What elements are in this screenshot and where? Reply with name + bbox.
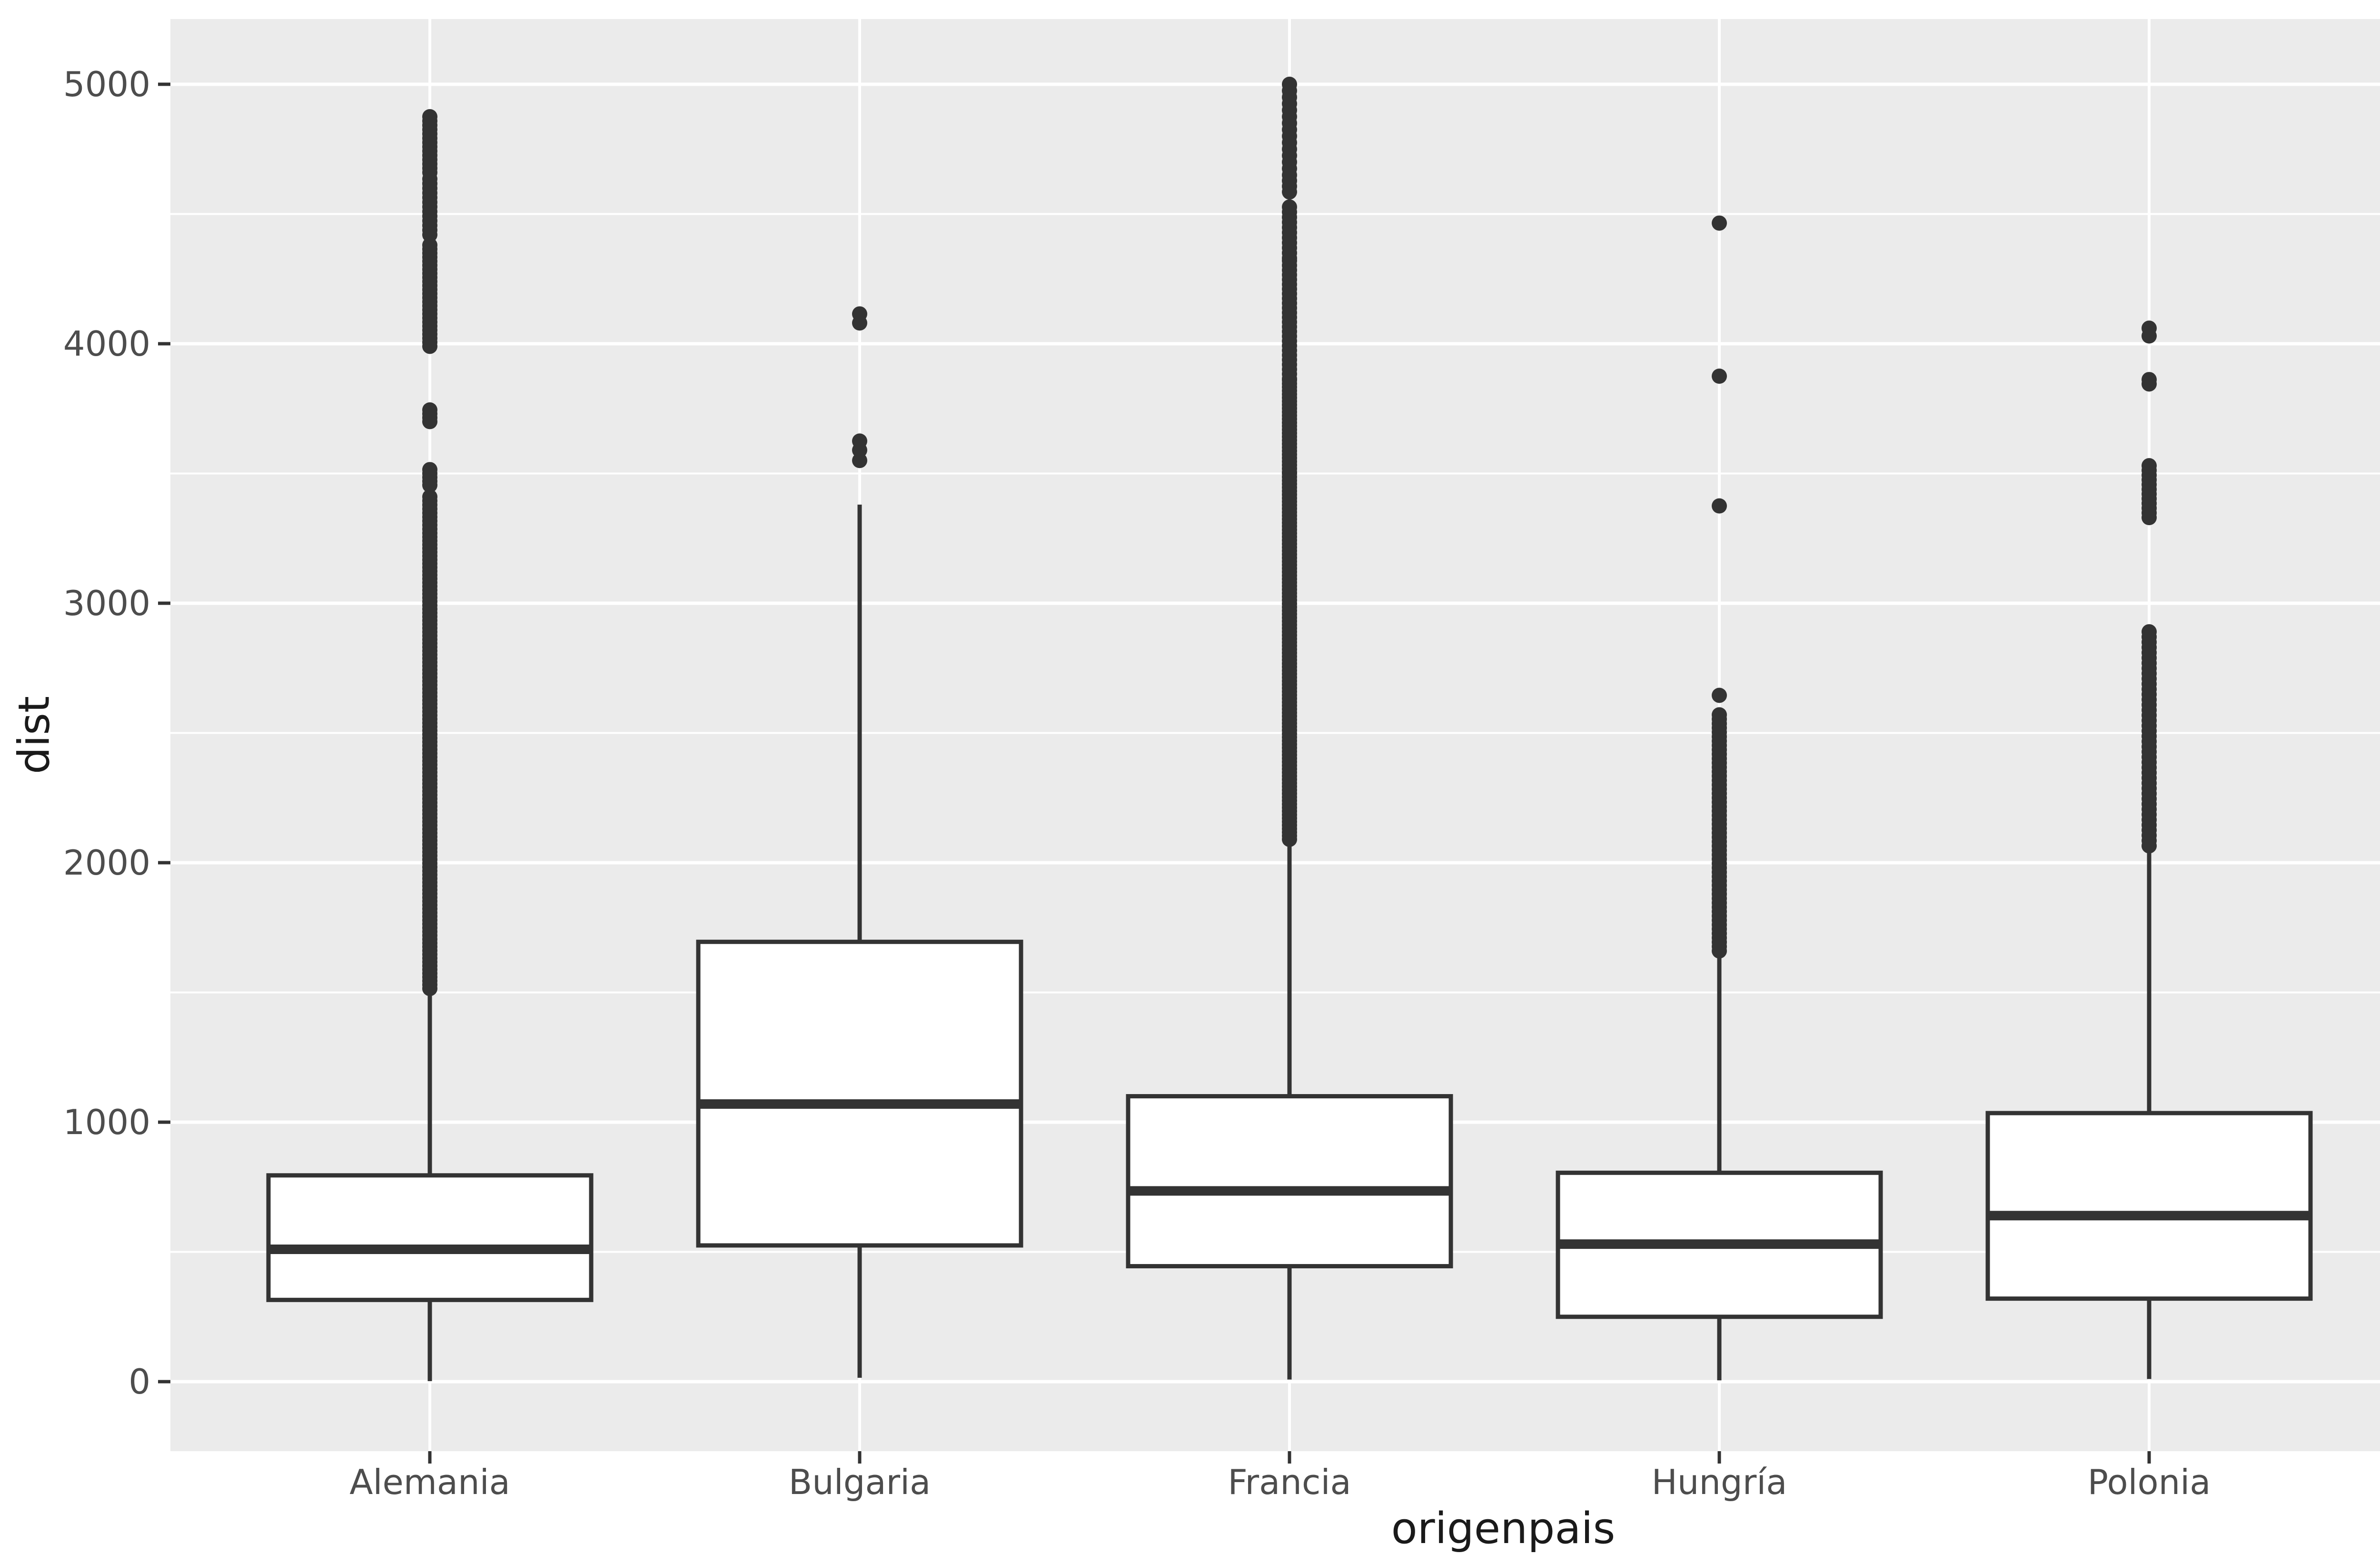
outlier-dot-Alemania bbox=[422, 489, 437, 505]
box-Alemania bbox=[266, 1173, 594, 1302]
outlier-dot-Bulgaria bbox=[852, 433, 867, 449]
outlier-dot-Francia bbox=[1282, 199, 1297, 215]
y-tick-label-2000: 2000 bbox=[63, 843, 150, 883]
outlier-dot-Alemania bbox=[422, 462, 437, 478]
outlier-dot-Polonia bbox=[2142, 458, 2157, 474]
outlier-dot-Bulgaria bbox=[852, 306, 867, 322]
outlier-dot-Alemania bbox=[422, 402, 437, 418]
outlier-dot-Polonia bbox=[2142, 624, 2157, 639]
x-tick-label-Alemania: Alemania bbox=[349, 1462, 510, 1502]
outlier-dot-Hungría bbox=[1712, 215, 1727, 231]
y-axis-title: dist bbox=[9, 696, 60, 775]
x-tick-label-Bulgaria: Bulgaria bbox=[789, 1462, 931, 1502]
y-tick-label-1000: 1000 bbox=[63, 1102, 150, 1142]
x-tick-label-Francia: Francia bbox=[1228, 1462, 1351, 1502]
outlier-dot-Alemania bbox=[422, 109, 437, 125]
y-tick-label-4000: 4000 bbox=[63, 324, 150, 364]
outlier-dot-Hungría bbox=[1712, 687, 1727, 703]
y-tick-label-3000: 3000 bbox=[63, 583, 150, 623]
box-Polonia bbox=[1985, 1111, 2313, 1301]
x-tick-label-Polonia: Polonia bbox=[2088, 1462, 2211, 1502]
outlier-dot-Hungría bbox=[1712, 369, 1727, 384]
outlier-dot-Polonia bbox=[2142, 320, 2157, 336]
y-tick-label-5000: 5000 bbox=[63, 64, 150, 104]
outlier-dot-Francia bbox=[1282, 77, 1297, 92]
x-axis-title: origenpais bbox=[1391, 1504, 1616, 1554]
outlier-dot-Hungría bbox=[1712, 498, 1727, 514]
box-Bulgaria bbox=[696, 939, 1023, 1248]
x-tick-label-Hungría: Hungría bbox=[1652, 1462, 1787, 1502]
y-tick-label-0: 0 bbox=[129, 1362, 150, 1402]
box-Francia bbox=[1126, 1094, 1453, 1268]
outlier-dot-Hungría bbox=[1712, 707, 1727, 723]
outlier-dot-Polonia bbox=[2142, 372, 2157, 388]
